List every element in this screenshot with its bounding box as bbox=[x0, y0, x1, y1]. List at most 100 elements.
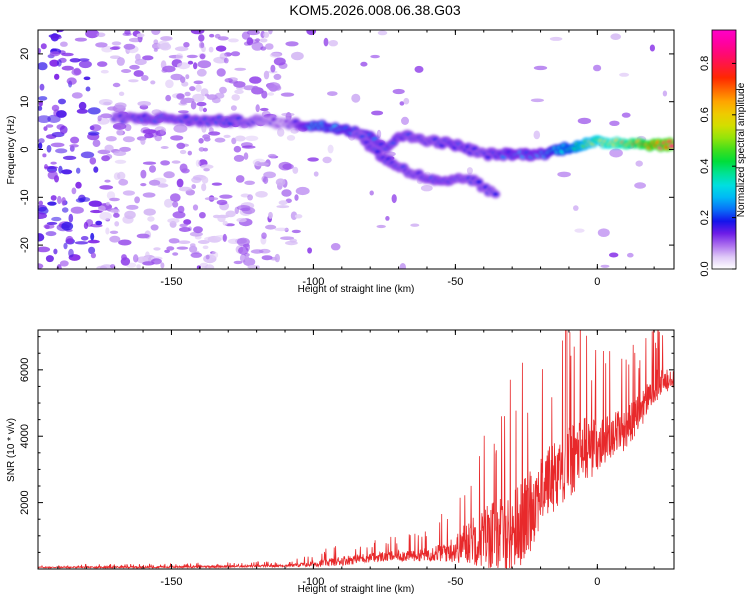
spectrogram-noise-blob bbox=[530, 98, 545, 103]
spectrogram-noise-blob bbox=[200, 164, 214, 169]
spectrogram-noise-blob bbox=[87, 239, 100, 244]
spectrogram-noise-blob bbox=[377, 30, 388, 36]
spectrogram-noise-blob bbox=[178, 110, 189, 114]
spectrogram-noise-blob bbox=[230, 105, 237, 111]
spectrogram-noise-blob bbox=[85, 219, 94, 227]
spectrogram-noise-blob bbox=[110, 209, 120, 214]
spectrogram-noise-blob bbox=[153, 247, 161, 251]
spectrogram-noise-blob bbox=[219, 52, 228, 60]
spectrogram-noise-blob bbox=[201, 265, 208, 269]
snr-y-tick-label: 4000 bbox=[19, 424, 31, 448]
spectrogram-noise-blob bbox=[78, 58, 90, 62]
spectrogram-noise-blob bbox=[201, 176, 209, 184]
spectrogram-noise-blob bbox=[330, 243, 341, 251]
spectrogram-noise-blob bbox=[60, 41, 68, 47]
spectrogram-noise-blob bbox=[87, 107, 101, 115]
spectrogram-noise-blob bbox=[200, 42, 205, 49]
spectrogram-noise-blob bbox=[50, 195, 57, 201]
spectrogram-noise-blob bbox=[38, 142, 43, 150]
spectrogram-noise-blob bbox=[69, 144, 79, 148]
spectrogram-noise-blob bbox=[128, 37, 142, 43]
spectrogram-noise-blob bbox=[95, 42, 108, 48]
spectrogram-noise-blob bbox=[270, 64, 276, 73]
spectrogram-noise-blob bbox=[260, 46, 267, 51]
spectrogram-noise-blob bbox=[50, 161, 57, 165]
spectrogram-noise-blob bbox=[255, 191, 268, 198]
spectrogram-noise-blob bbox=[171, 160, 181, 164]
spectrogram-noise-blob bbox=[54, 73, 60, 80]
spectrogram-noise-blob bbox=[291, 229, 301, 234]
spectrogram-noise-blob bbox=[261, 232, 267, 239]
spectrogram-noise-blob bbox=[238, 246, 249, 255]
spectrogram-noise-blob bbox=[71, 92, 83, 99]
spectrogram-noise-blob bbox=[43, 126, 48, 131]
snr-x-tick-label: -150 bbox=[160, 576, 182, 588]
spectrogram-noise-blob bbox=[307, 157, 319, 162]
spectrogram-noise-blob bbox=[199, 53, 206, 60]
spectrogram-noise-blob bbox=[292, 166, 299, 174]
spectrogram-noise-blob bbox=[101, 45, 113, 53]
colorbar-gradient bbox=[712, 30, 736, 269]
spectrogram-noise-blob bbox=[195, 159, 201, 167]
spectrogram-noise-blob bbox=[78, 101, 87, 110]
spectrogram-noise-blob bbox=[167, 218, 180, 224]
spectrogram-noise-blob bbox=[211, 251, 219, 259]
colorbar-tick-label: 0.0 bbox=[699, 261, 711, 276]
spectrogram-noise-blob bbox=[38, 138, 45, 144]
spectrogram-noise-blob bbox=[105, 201, 110, 206]
spectrogram-noise-blob bbox=[269, 52, 281, 58]
spectrogram-noise-blob bbox=[96, 32, 106, 38]
spectrogram-noise-blob bbox=[313, 171, 319, 177]
spectrogram-noise-blob bbox=[150, 80, 156, 85]
spectrogram-noise-blob bbox=[557, 171, 571, 178]
spectrogram-noise-blob bbox=[533, 65, 548, 71]
snr-x-tick-label: -50 bbox=[447, 576, 463, 588]
spectrogram-noise-blob bbox=[399, 263, 406, 269]
spectrogram-noise-blob bbox=[113, 172, 121, 180]
spectrogram-noise-blob bbox=[38, 105, 43, 111]
secondary-track-point bbox=[492, 192, 499, 197]
spectrogram-noise-blob bbox=[198, 138, 204, 144]
spectrogram-noise-blob bbox=[577, 117, 592, 125]
spectrogram-noise-blob bbox=[90, 124, 102, 132]
spectrogram-noise-blob bbox=[627, 252, 634, 258]
spectrogram-noise-blob bbox=[99, 212, 112, 221]
spectrogram-noise-blob bbox=[114, 102, 127, 109]
spectrogram-noise-blob bbox=[105, 227, 110, 235]
spectrogram-noise-blob bbox=[186, 54, 198, 59]
spectrogram-noise-blob bbox=[83, 76, 91, 81]
figure-title: KOM5.2026.008.06.38.G03 bbox=[289, 2, 460, 18]
spectrogram-noise-blob bbox=[255, 38, 261, 43]
spectrogram-noise-blob bbox=[129, 64, 140, 70]
spectrogram-noise-blob bbox=[263, 176, 269, 184]
spectrogram-noise-blob bbox=[274, 227, 289, 232]
spectrogram-noise-blob bbox=[276, 205, 290, 209]
spectrogram-noise-blob bbox=[197, 60, 212, 69]
spectrogram-noise-blob bbox=[177, 62, 190, 70]
spectrogram-noise-blob bbox=[223, 57, 229, 64]
spectrogram-noise-blob bbox=[225, 210, 236, 218]
spectrogram-x-tick-label: -100 bbox=[302, 276, 324, 288]
spectrogram-noise-blob bbox=[122, 190, 135, 196]
spectrogram-noise-blob bbox=[609, 120, 620, 127]
spectrogram-noise-blob bbox=[202, 245, 209, 250]
snr-y-axis-title: SNR (10 * v/v) bbox=[6, 418, 17, 482]
spectrogram-noise-blob bbox=[201, 183, 207, 192]
spectrogram-noise-blob bbox=[164, 249, 171, 253]
spectrogram-noise-blob bbox=[112, 82, 121, 88]
spectrogram-noise-blob bbox=[140, 137, 146, 145]
spectrogram-noise-blob bbox=[219, 86, 227, 94]
spectrogram-noise-blob bbox=[100, 69, 109, 74]
spectrogram-noise-blob bbox=[228, 38, 239, 43]
spectrogram-x-axis-title: Height of straight line (km) bbox=[298, 284, 415, 295]
spectrogram-noise-blob bbox=[183, 42, 190, 48]
spectrogram-noise-layer bbox=[38, 30, 674, 269]
spectrogram-noise-blob bbox=[38, 246, 51, 253]
spectrogram-noise-blob bbox=[49, 51, 61, 57]
spectrogram-noise-blob bbox=[142, 129, 156, 134]
spectrogram-noise-blob bbox=[192, 204, 199, 211]
spectrogram-noise-blob bbox=[61, 197, 66, 206]
colorbar-frame bbox=[711, 29, 737, 270]
